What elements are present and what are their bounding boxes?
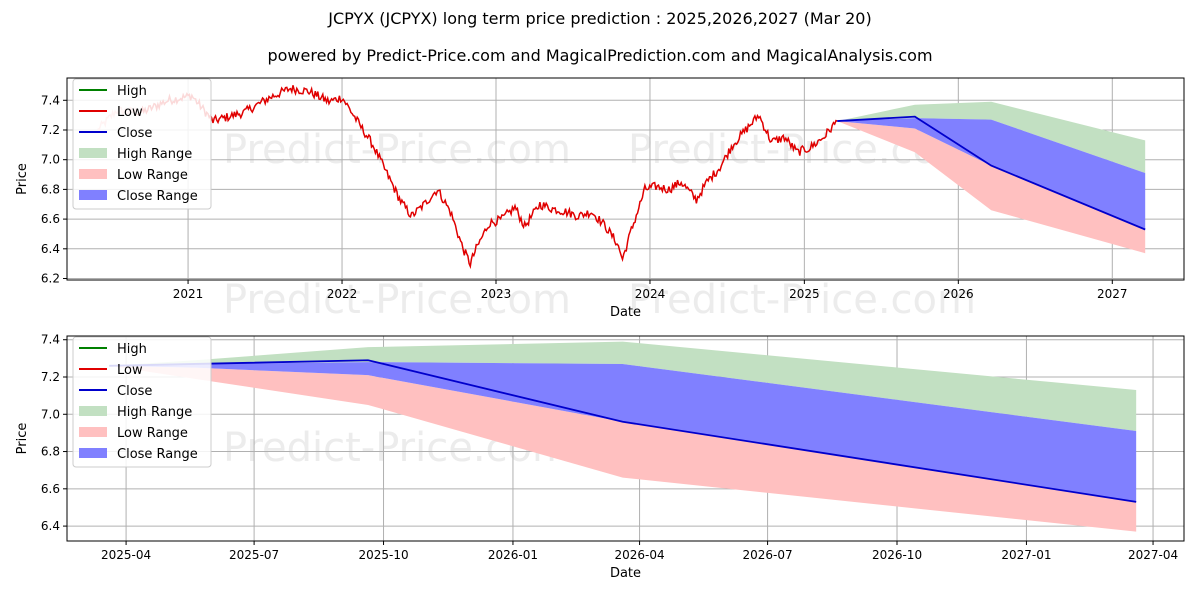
panel2-legend-label: Low Range	[117, 426, 188, 441]
panel2-legend-swatch	[79, 427, 107, 437]
panel1-legend-label: Close	[117, 126, 152, 141]
panel1-x-tick-label: 2021	[173, 287, 204, 301]
low-range-band	[837, 121, 1146, 254]
panel2-x-tick-label: 2026-04	[614, 548, 664, 562]
panel1-y-tick-label: 7.0	[41, 153, 60, 167]
panel1-x-tick-label: 2023	[481, 287, 512, 301]
panel2-legend-label: High	[117, 342, 147, 357]
panel2-x-tick-label: 2026-01	[488, 548, 538, 562]
panel2-y-tick-label: 7.2	[41, 370, 60, 384]
close-range-band	[837, 118, 1146, 230]
panel1-legend-label: Low	[117, 105, 143, 120]
panel2-x-tick-label: 2025-07	[229, 548, 279, 562]
panel2-y-tick-label: 7.0	[41, 407, 60, 421]
panel1-legend-label: High	[117, 84, 147, 99]
panel1-y-tick-label: 6.6	[41, 212, 60, 226]
panel2-legend	[72, 336, 212, 468]
panel2-x-tick-label: 2026-07	[743, 548, 793, 562]
panel2-x-tick-label: 2025-04	[101, 548, 151, 562]
watermark-text: Predict-Price.com	[628, 277, 976, 323]
panel2-x-tick-label: 2026-10	[872, 548, 922, 562]
panel1-legend-label: Low Range	[117, 168, 188, 183]
panel1-legend	[72, 78, 212, 210]
chart-title: JCPYX (JCPYX) long term price prediction…	[328, 9, 872, 28]
high-range-band	[837, 101, 1146, 174]
watermark-text: Predict-Price.com	[223, 277, 571, 323]
panel1-y-tick-label: 7.2	[41, 123, 60, 137]
panel1-y-tick-label: 6.4	[41, 242, 60, 256]
panel2-x-tick-label: 2027-01	[1001, 548, 1051, 562]
chart-subtitle: powered by Predict-Price.com and Magical…	[267, 46, 933, 65]
panel1-legend-swatch	[79, 148, 107, 158]
watermark-text: Predict-Price.com	[223, 127, 571, 173]
panel1-x-tick-label: 2022	[327, 287, 358, 301]
panel1-legend-swatch	[79, 190, 107, 200]
panel2-y-tick-label: 6.4	[41, 519, 60, 533]
panel2-x-tick-label: 2027-04	[1128, 548, 1178, 562]
panel1-x-tick-label: 2026	[943, 287, 974, 301]
panel1-legend-swatch	[79, 169, 107, 179]
close-range-band	[109, 362, 1137, 502]
panel1-x-tick-label: 2024	[635, 287, 666, 301]
low-range-band	[109, 365, 1137, 532]
panel2-legend-label: High Range	[117, 405, 192, 420]
panel1-x-axis-label: Date	[610, 305, 641, 320]
panel1-x-tick-label: 2025	[789, 287, 820, 301]
panel2-legend-label: Close	[117, 384, 152, 399]
panel2-frame	[66, 335, 1185, 542]
panel2-y-tick-label: 6.6	[41, 482, 60, 496]
panel2-y-axis-label: Price	[15, 423, 30, 455]
panel2-y-tick-label: 7.4	[41, 333, 60, 347]
panel1-y-tick-label: 6.8	[41, 182, 60, 196]
panel2-y-tick-label: 6.8	[41, 445, 60, 459]
high-range-band	[109, 341, 1137, 432]
panel1-y-tick-label: 7.4	[41, 93, 60, 107]
panel2-x-tick-label: 2025-10	[358, 548, 408, 562]
panel1-frame	[66, 77, 1185, 281]
low-history-line	[136, 85, 838, 270]
panel2-legend-label: Low	[117, 363, 143, 378]
panel1-x-tick-label: 2027	[1097, 287, 1128, 301]
close-forecast-line	[837, 115, 1146, 231]
panel1-y-tick-label: 6.2	[41, 272, 60, 286]
panel2-x-axis-label: Date	[610, 566, 641, 581]
panel2-legend-swatch	[79, 448, 107, 458]
panel2-legend-label: Close Range	[117, 447, 198, 462]
panel2-legend-swatch	[79, 406, 107, 416]
panel1-legend-label: Close Range	[117, 189, 198, 204]
panel1-y-axis-label: Price	[15, 163, 30, 195]
panel1-legend-label: High Range	[117, 147, 192, 162]
